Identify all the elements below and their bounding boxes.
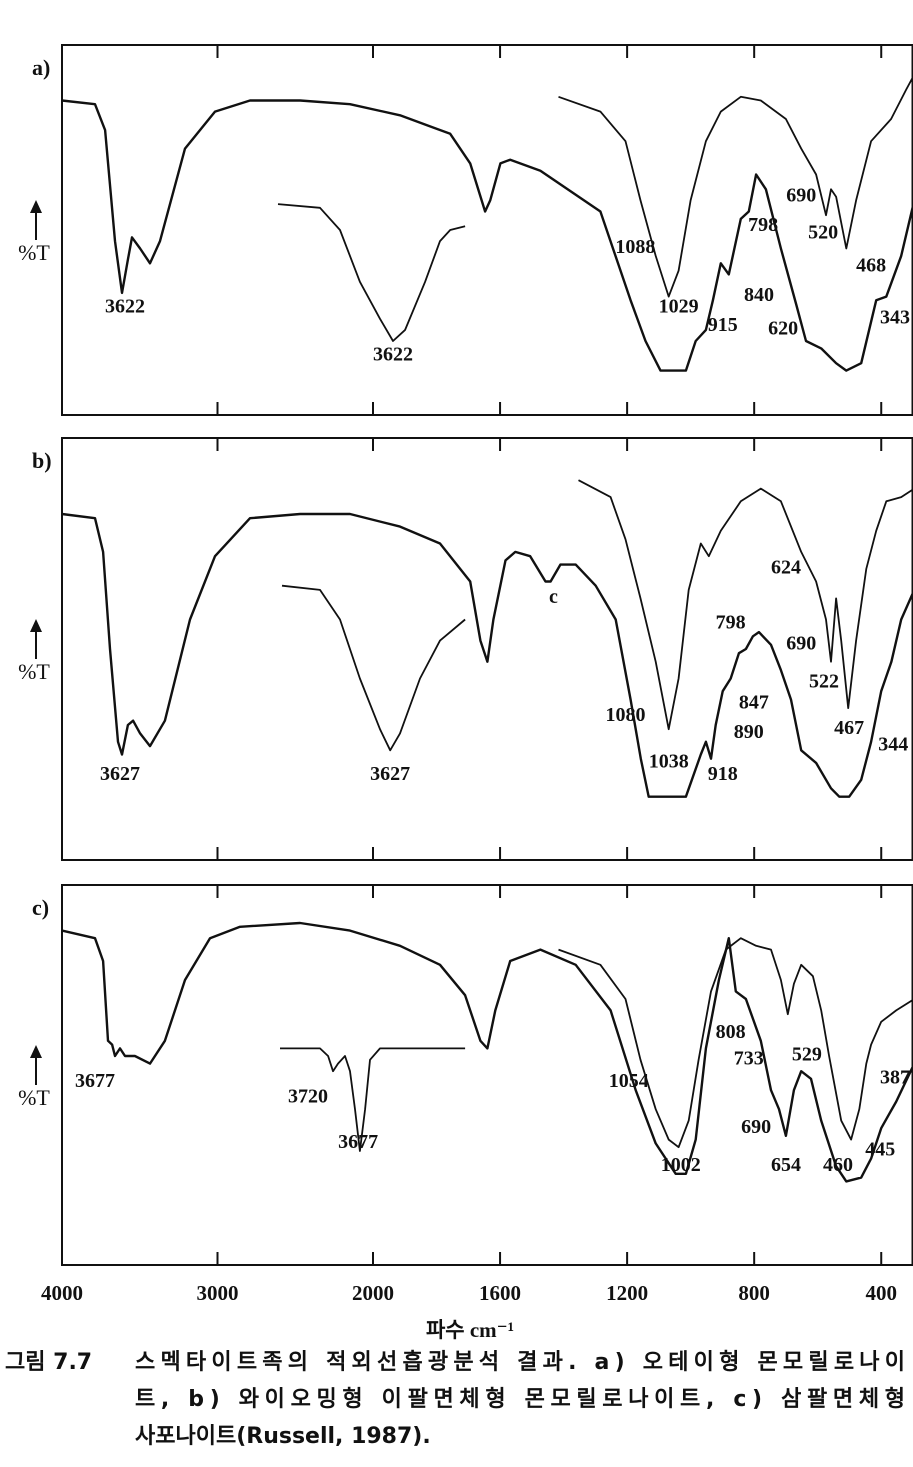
peak-label: 387 xyxy=(880,1066,910,1088)
panel-label: b) xyxy=(32,448,52,473)
peak-label: 690 xyxy=(786,184,816,206)
spectrum-line xyxy=(280,1047,466,1152)
peak-label: 529 xyxy=(792,1044,822,1066)
x-tick-label: 4000 xyxy=(41,1281,83,1305)
spectrum-line xyxy=(558,937,913,1149)
caption-line: 스멕타이트족의 적외선흡광분석 결과. a) 오테이형 몬모릴로나이 xyxy=(135,1350,905,1375)
y-arrow-head xyxy=(30,1045,42,1058)
peak-label: 343 xyxy=(880,306,910,328)
peak-label: 3622 xyxy=(373,343,413,365)
y-axis-label: %T xyxy=(18,240,50,265)
x-tick-label: 1600 xyxy=(479,1281,521,1305)
caption-line: 트, b) 와이오밍형 이팔면체형 몬모릴로나이트, c) 삼팔면체형 xyxy=(135,1387,905,1412)
panel-label: a) xyxy=(32,55,50,80)
y-arrow-head xyxy=(30,200,42,213)
spectrum-line xyxy=(61,99,913,372)
peak-label: 1002 xyxy=(661,1154,701,1176)
y-arrow-head xyxy=(30,619,42,632)
peak-label: 468 xyxy=(856,255,886,277)
peak-label: 808 xyxy=(716,1021,746,1043)
peak-label: 733 xyxy=(734,1047,764,1069)
panel-label: c) xyxy=(32,895,49,920)
peak-label: 520 xyxy=(808,221,838,243)
x-tick-label: 1200 xyxy=(606,1281,648,1305)
peak-label: 915 xyxy=(708,314,738,336)
peak-label: 918 xyxy=(708,763,738,785)
peak-label: 798 xyxy=(716,611,746,633)
caption-label: 그림 7.7 xyxy=(5,1350,92,1375)
peak-label: 460 xyxy=(823,1154,853,1176)
spectrum-line xyxy=(281,584,466,752)
plot-frame xyxy=(61,44,913,416)
peak-label: 654 xyxy=(771,1154,801,1176)
plot-frame xyxy=(61,437,913,861)
peak-label: 1080 xyxy=(606,704,646,726)
spectrum-line xyxy=(61,921,913,1183)
peak-label: 3622 xyxy=(105,295,145,317)
peak-label: 1088 xyxy=(615,236,655,258)
y-axis-label: %T xyxy=(18,1085,50,1110)
x-tick-label: 400 xyxy=(865,1281,897,1305)
spectrum-line xyxy=(277,203,466,342)
peak-label: 890 xyxy=(734,721,764,743)
peak-label: 3677 xyxy=(75,1070,115,1092)
x-tick-label: 3000 xyxy=(197,1281,239,1305)
x-tick-label: 2000 xyxy=(352,1281,394,1305)
peak-label: 522 xyxy=(809,670,839,692)
peak-label: 840 xyxy=(744,284,774,306)
peak-label: 445 xyxy=(865,1139,895,1161)
peak-label: 690 xyxy=(741,1116,771,1138)
spectrum-line xyxy=(578,479,913,731)
peak-label: 847 xyxy=(739,691,769,713)
peak-label: 3677 xyxy=(338,1131,378,1153)
plot-frame xyxy=(61,884,913,1266)
spectrum-line xyxy=(558,75,913,298)
peak-label: 344 xyxy=(878,734,908,756)
caption-line: 사포나이트(Russell, 1987). xyxy=(135,1424,431,1449)
peak-label: 690 xyxy=(786,632,816,654)
peak-label: 1038 xyxy=(649,751,689,773)
x-axis-label: 파수 cm⁻¹ xyxy=(426,1318,514,1342)
peak-label: 3627 xyxy=(100,763,140,785)
peak-label: 624 xyxy=(771,556,801,578)
peak-label: 798 xyxy=(748,214,778,236)
peak-label: 1029 xyxy=(659,295,699,317)
peak-label: c xyxy=(549,586,558,608)
peak-label: 620 xyxy=(768,317,798,339)
peak-label: 3720 xyxy=(288,1085,328,1107)
spectrum-line xyxy=(61,512,913,798)
peak-label: 467 xyxy=(834,717,864,739)
peak-label: 1054 xyxy=(609,1070,649,1092)
y-axis-label: %T xyxy=(18,659,50,684)
peak-label: 3627 xyxy=(370,763,410,785)
x-tick-label: 800 xyxy=(738,1281,770,1305)
